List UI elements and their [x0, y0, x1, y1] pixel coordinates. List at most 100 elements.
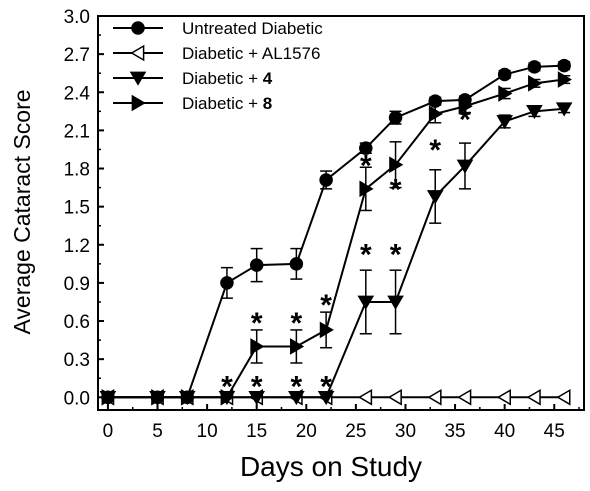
data-point: [557, 71, 572, 88]
legend-marker: [130, 44, 145, 62]
y-tick-label: 0.0: [64, 388, 90, 409]
data-point: [456, 159, 474, 174]
data-point: [220, 276, 234, 290]
data-point: [180, 390, 195, 405]
data-point: [496, 115, 513, 130]
data-point: [497, 67, 512, 82]
x-tick-label: 25: [345, 421, 366, 442]
significance-asterisk: *: [429, 134, 441, 167]
data-point: [527, 60, 542, 74]
plot-area-border: [97, 15, 585, 411]
data-point: [150, 390, 165, 405]
y-tick-label: 3.0: [64, 7, 90, 28]
data-point: [248, 390, 266, 406]
significance-asterisk: *: [251, 307, 263, 340]
data-point: [555, 102, 573, 117]
data-point: [319, 173, 333, 187]
x-tick-label: 20: [296, 421, 317, 442]
data-point: [457, 388, 472, 406]
x-axis-label: Days on Study: [240, 451, 422, 482]
y-tick-label: 2.4: [64, 83, 91, 104]
y-tick-label: 2.7: [64, 45, 90, 66]
legend-marker: [131, 21, 145, 35]
data-point: [319, 321, 334, 339]
significance-asterisk: *: [221, 371, 233, 404]
plot-frame: 0.0 0.3 0.6 0.9 1.2 1.5 1.8 2.1 2.4 2.7 3.0 0 5 10 15 2…: [64, 7, 585, 442]
data-point: [556, 388, 571, 406]
y-axis-label: Average Cataract Score: [9, 89, 35, 334]
significance-asterisk: *: [360, 149, 372, 182]
y-tick-label: 0.9: [64, 274, 90, 295]
significance-asterisk: *: [251, 371, 263, 404]
y-tick-label: 2.1: [64, 121, 90, 142]
data-point: [101, 390, 115, 405]
legend-marker: [131, 94, 146, 112]
x-tick-label: 15: [246, 421, 267, 442]
significance-asterisk: *: [291, 307, 303, 340]
legend: Untreated Diabetic Diabetic + AL1576 Diabe…: [113, 19, 323, 113]
x-tick-label: 10: [197, 421, 218, 442]
x-tick-label: 40: [494, 421, 515, 442]
data-point: [220, 388, 235, 406]
series-3: [101, 71, 572, 406]
y-tick-label: 0.3: [64, 350, 90, 371]
data-point: [528, 75, 543, 92]
series-0: [101, 58, 571, 405]
series-line: [107, 64, 565, 399]
data-point: [498, 85, 513, 102]
significance-asterisk: *: [360, 238, 372, 271]
data-point: [428, 105, 444, 123]
data-point: [387, 295, 404, 310]
data-point: [389, 156, 404, 174]
data-point: [426, 190, 444, 205]
data-point: [317, 390, 335, 406]
data-point: [496, 388, 512, 406]
data-point: [557, 58, 571, 73]
data-point: [290, 338, 305, 355]
data-point: [428, 94, 442, 108]
data-point: [359, 141, 373, 155]
data-marks: * * * * * * * * * * * * *: [99, 58, 573, 406]
legend-label: Diabetic + 8: [182, 94, 272, 113]
data-point: [289, 257, 304, 271]
y-tick-label: 0.6: [64, 312, 90, 333]
legend-item-1: Diabetic + AL1576: [113, 44, 320, 63]
legend-item-3: Diabetic + 8: [113, 94, 272, 113]
y-tick-label: 1.8: [64, 160, 90, 181]
data-point: [388, 110, 403, 125]
data-point: [427, 388, 442, 406]
significance-asterisk: *: [291, 371, 303, 404]
data-point: [526, 388, 541, 406]
data-point: [359, 180, 374, 198]
significance-asterisk: *: [320, 371, 332, 404]
data-point: [249, 258, 264, 272]
data-point: [526, 104, 543, 120]
significance-asterisk: *: [390, 238, 402, 271]
x-tick-label: 0: [103, 421, 114, 442]
significance-asterisk: *: [390, 174, 402, 207]
legend-item-0: Untreated Diabetic: [113, 19, 323, 38]
y-tick-label: 1.5: [64, 198, 90, 219]
legend-label: Diabetic + 4: [182, 69, 273, 88]
legend-label: Untreated Diabetic: [182, 19, 323, 38]
x-tick-label: 5: [152, 421, 163, 442]
significance-asterisk: *: [320, 289, 332, 322]
series-line: [107, 78, 565, 399]
data-point: [250, 338, 265, 355]
legend-item-2: Diabetic + 4: [113, 69, 273, 88]
significance-asterisk: *: [459, 104, 471, 137]
data-point: [358, 388, 373, 406]
series-line: [107, 107, 565, 399]
x-tick-label: 30: [395, 421, 416, 442]
x-tick-label: 35: [444, 421, 465, 442]
data-point: [357, 295, 375, 310]
series-2: [99, 102, 573, 406]
legend-label: Diabetic + AL1576: [182, 44, 320, 63]
y-tick-label: 1.2: [64, 236, 90, 257]
legend-marker: [129, 71, 147, 86]
data-point: [288, 390, 305, 406]
data-point: [458, 93, 472, 107]
data-point: [387, 388, 402, 406]
x-tick-label: 45: [544, 421, 565, 442]
